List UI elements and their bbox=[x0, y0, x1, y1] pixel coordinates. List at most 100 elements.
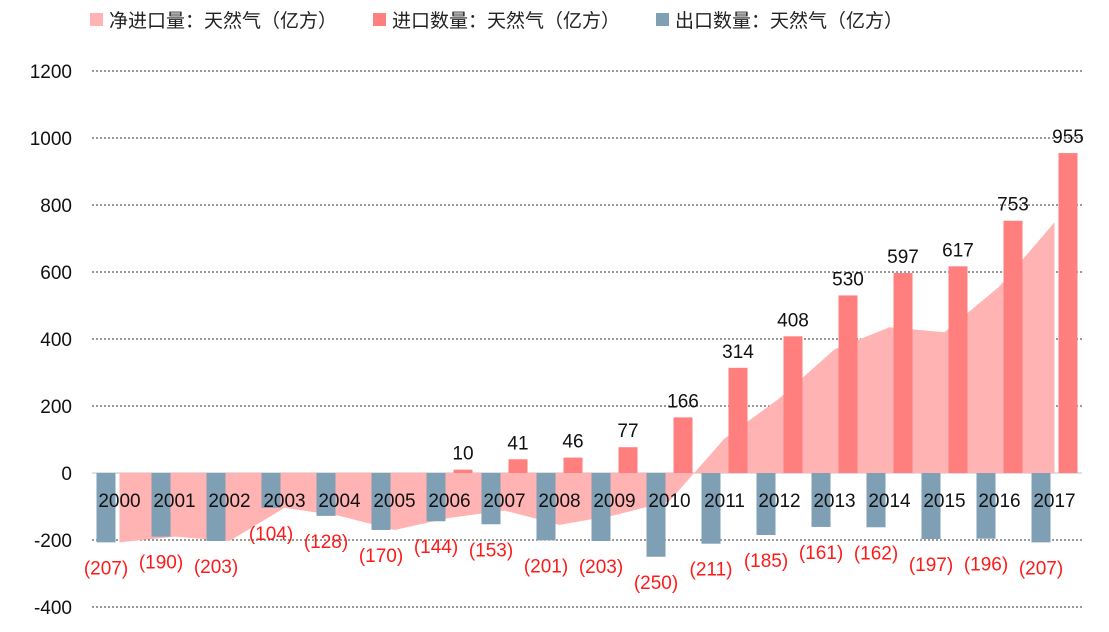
x-tick-label: 2016 bbox=[978, 491, 1020, 512]
y-tick-label: -200 bbox=[34, 531, 72, 552]
export-data-label: (211) bbox=[690, 560, 733, 581]
export-data-label: (201) bbox=[524, 556, 568, 577]
label-layer: 2000 (207) 2001 (190) 2002 (203) 2003 (104) 2004… bbox=[84, 127, 1084, 594]
export-bar bbox=[811, 473, 831, 527]
x-tick-label: 2013 bbox=[813, 491, 855, 512]
export-data-label: (203) bbox=[579, 557, 623, 578]
x-tick-label: 2011 bbox=[704, 491, 745, 512]
x-tick-label: 2015 bbox=[923, 491, 965, 512]
export-data-label: (250) bbox=[634, 573, 678, 594]
export-data-label: (162) bbox=[854, 543, 898, 564]
x-tick-label: 2009 bbox=[593, 491, 635, 512]
export-data-label: (190) bbox=[139, 553, 183, 574]
export-data-label: (128) bbox=[304, 532, 348, 553]
legend-label-net-import: 净进口量：天然气（亿方） bbox=[109, 10, 338, 32]
legend-swatch-net-import bbox=[90, 13, 103, 26]
x-tick-label: 2000 bbox=[98, 491, 140, 512]
export-bar bbox=[481, 473, 501, 525]
x-tick-label: 2006 bbox=[428, 491, 470, 512]
y-tick-label: 1200 bbox=[30, 62, 72, 83]
import-bar bbox=[453, 469, 473, 473]
export-data-label: (170) bbox=[359, 546, 403, 567]
import-bar bbox=[1003, 220, 1023, 473]
export-bar bbox=[316, 473, 336, 516]
import-data-label: 46 bbox=[562, 432, 583, 453]
x-tick-label: 2002 bbox=[208, 491, 250, 512]
export-bar bbox=[976, 473, 996, 539]
import-data-label: 314 bbox=[722, 342, 754, 363]
import-bar bbox=[783, 336, 803, 473]
import-bar bbox=[1058, 153, 1078, 473]
import-bar bbox=[563, 457, 583, 473]
export-data-label: (104) bbox=[249, 524, 293, 545]
export-bar bbox=[591, 473, 611, 542]
legend-item-import: 进口数量：天然气（亿方） bbox=[373, 6, 620, 33]
x-tick-label: 2017 bbox=[1033, 491, 1075, 512]
chart-legend: 净进口量：天然气（亿方） 进口数量：天然气（亿方） 出口数量：天然气（亿方） bbox=[90, 6, 939, 33]
import-bar bbox=[673, 417, 693, 473]
import-data-label: 10 bbox=[452, 444, 473, 465]
x-tick-label: 2003 bbox=[263, 491, 305, 512]
bar-layer bbox=[96, 153, 1078, 557]
export-data-label: (144) bbox=[414, 537, 458, 558]
legend-label-import: 进口数量：天然气（亿方） bbox=[392, 10, 621, 32]
export-data-label: (203) bbox=[194, 557, 238, 578]
net-import-area-layer bbox=[119, 222, 1055, 543]
export-data-label: (207) bbox=[1019, 558, 1063, 579]
import-data-label: 597 bbox=[887, 247, 919, 268]
import-bar bbox=[948, 266, 968, 473]
x-tick-label: 2010 bbox=[648, 491, 690, 512]
y-tick-label: 0 bbox=[61, 464, 72, 485]
import-data-label: 166 bbox=[667, 391, 699, 412]
import-bar bbox=[893, 273, 913, 473]
y-tick-label: -400 bbox=[34, 598, 72, 619]
legend-item-net-import: 净进口量：天然气（亿方） bbox=[90, 6, 337, 33]
export-bar bbox=[151, 473, 171, 537]
import-data-label: 753 bbox=[997, 195, 1029, 216]
export-data-label: (207) bbox=[84, 558, 128, 579]
x-tick-label: 2004 bbox=[318, 491, 361, 512]
export-bar bbox=[426, 473, 446, 522]
import-bar bbox=[838, 295, 858, 473]
x-tick-label: 2012 bbox=[758, 491, 800, 512]
legend-swatch-export bbox=[656, 13, 670, 26]
x-tick-label: 2007 bbox=[483, 491, 525, 512]
import-data-label: 955 bbox=[1052, 127, 1084, 148]
import-data-label: 408 bbox=[777, 310, 809, 331]
x-tick-label: 2008 bbox=[538, 491, 580, 512]
import-bar bbox=[728, 367, 748, 473]
export-data-label: (185) bbox=[744, 551, 788, 572]
import-bar bbox=[618, 447, 638, 473]
import-data-label: 530 bbox=[832, 269, 864, 290]
import-data-label: 77 bbox=[617, 421, 638, 442]
y-tick-label: 800 bbox=[40, 196, 72, 217]
export-bar bbox=[646, 473, 666, 557]
import-data-label: 41 bbox=[507, 433, 528, 454]
legend-label-export: 出口数量：天然气（亿方） bbox=[675, 10, 904, 32]
import-bar bbox=[508, 459, 528, 473]
export-bar bbox=[206, 473, 226, 542]
export-data-label: (196) bbox=[964, 555, 1008, 576]
net-import-area bbox=[119, 222, 1055, 543]
export-bar bbox=[371, 473, 391, 530]
x-tick-label: 2001 bbox=[153, 491, 195, 512]
export-bar bbox=[756, 473, 776, 535]
x-tick-label: 2014 bbox=[868, 491, 911, 512]
export-bar bbox=[261, 473, 281, 508]
y-tick-label: 1000 bbox=[30, 129, 72, 150]
y-tick-label: 200 bbox=[40, 397, 72, 418]
export-bar bbox=[96, 473, 116, 543]
export-bar bbox=[701, 473, 721, 544]
export-data-label: (161) bbox=[799, 543, 843, 564]
y-tick-label: 600 bbox=[40, 263, 72, 284]
export-data-label: (197) bbox=[909, 555, 953, 576]
legend-item-export: 出口数量：天然气（亿方） bbox=[656, 6, 903, 33]
export-bar bbox=[536, 473, 556, 541]
export-bar bbox=[1031, 473, 1051, 543]
x-tick-label: 2005 bbox=[373, 491, 415, 512]
import-data-label: 617 bbox=[942, 240, 974, 261]
export-bar bbox=[866, 473, 886, 528]
export-data-label: (153) bbox=[469, 540, 513, 561]
